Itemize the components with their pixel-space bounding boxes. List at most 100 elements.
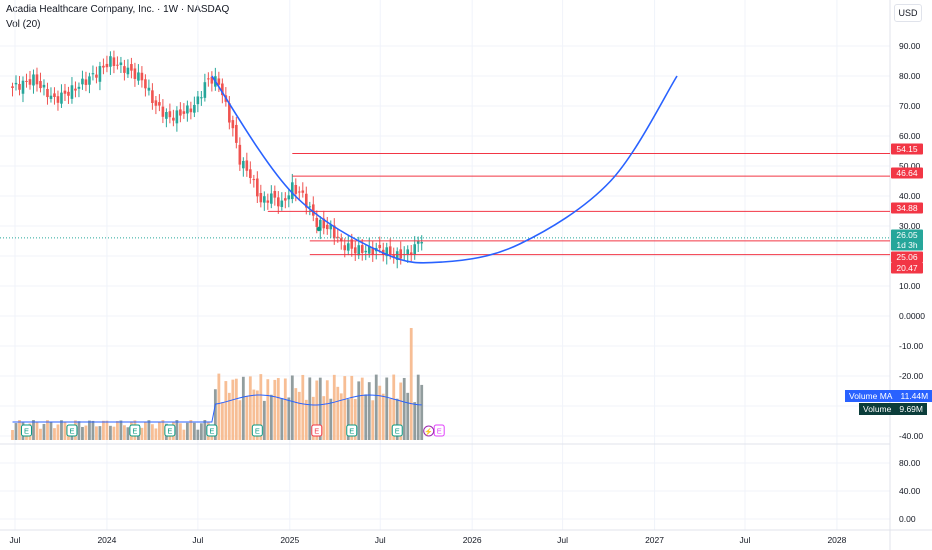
volume-bar xyxy=(364,394,368,440)
candle-body xyxy=(364,250,368,253)
candle-body xyxy=(63,90,67,94)
volume-ma-tag: Volume MA 11.44M xyxy=(845,390,932,402)
earnings-badge-label: E xyxy=(209,427,214,436)
split-marker xyxy=(316,226,321,232)
candle-body xyxy=(284,198,287,201)
time-tick-label: Jul xyxy=(557,535,568,545)
earnings-badge xyxy=(311,424,323,437)
candle-body xyxy=(133,68,137,79)
candle-body xyxy=(332,225,336,239)
candle-body xyxy=(21,80,25,94)
volume-ma-label: Volume MA xyxy=(845,390,897,402)
candle-body xyxy=(277,197,280,207)
volume-bar xyxy=(262,400,266,440)
candle-body xyxy=(203,82,207,98)
grid xyxy=(0,0,890,530)
volume-bar xyxy=(213,389,217,440)
candle-body xyxy=(200,97,203,99)
candle-body xyxy=(287,195,291,200)
candle-body xyxy=(161,106,165,117)
candle-body xyxy=(252,179,256,181)
time-tick-label: 2028 xyxy=(827,535,846,545)
candle-body xyxy=(112,57,116,66)
candle-body xyxy=(172,117,175,121)
price-tick-label: 40.00 xyxy=(899,191,921,201)
price-label: 26.05 xyxy=(896,230,918,240)
volume-bar xyxy=(35,422,39,440)
volume-bar xyxy=(416,374,420,440)
earnings-badge-label: E xyxy=(395,427,400,436)
candle-body xyxy=(67,91,70,96)
volume-bar xyxy=(287,397,291,440)
candle-body xyxy=(294,184,298,194)
earnings-badge xyxy=(251,424,263,437)
lightning-icon xyxy=(423,425,435,437)
volume-legend: Vol (20) xyxy=(6,19,41,30)
price-tick-label: 50.00 xyxy=(899,161,921,171)
price-label-box xyxy=(891,229,923,241)
earnings-badge-label: E xyxy=(24,427,29,436)
volume-bar xyxy=(109,425,112,440)
candle-body xyxy=(270,193,273,204)
cup-curve xyxy=(211,75,678,264)
candle-body xyxy=(301,190,305,193)
volume-bar xyxy=(81,426,84,440)
candle-body xyxy=(91,73,95,75)
price-tick-label: 70.00 xyxy=(899,101,921,111)
volume-bar xyxy=(420,384,424,440)
currency-button[interactable]: USD xyxy=(894,4,922,22)
earnings-badge-label: E xyxy=(314,427,319,436)
candle-body xyxy=(395,251,399,260)
earnings-badge-label: E xyxy=(132,427,137,436)
candle-body xyxy=(56,96,60,103)
volume-bar xyxy=(294,388,298,440)
earnings-badge xyxy=(346,424,358,437)
volume-bar xyxy=(339,393,343,440)
candle-body xyxy=(318,219,322,231)
volume-bar xyxy=(63,421,67,440)
volume-bar xyxy=(269,394,273,440)
candle-body xyxy=(140,72,144,81)
price-tick-label: -20.00 xyxy=(899,371,923,381)
earnings-badge xyxy=(391,424,403,437)
volume-ma-value: 11.44M xyxy=(896,390,932,402)
volume-label: Volume xyxy=(859,403,896,415)
candle-body xyxy=(228,103,231,123)
volume-bar xyxy=(144,421,147,440)
volume-bar xyxy=(329,398,333,440)
candle-body xyxy=(49,95,53,99)
price-label-box xyxy=(891,262,923,274)
volume-bar xyxy=(224,381,228,440)
candle-body xyxy=(168,111,172,118)
candle-body xyxy=(70,85,74,99)
volume-bar xyxy=(238,400,242,440)
candle-body xyxy=(189,108,193,113)
volume-bar xyxy=(189,420,193,440)
volume-bar xyxy=(234,378,238,440)
candle-body xyxy=(60,92,63,104)
volume-bar xyxy=(182,429,186,440)
candle-body xyxy=(339,238,343,242)
lightning-icon-glyph: ⚡ xyxy=(424,427,433,436)
price-label-box xyxy=(891,239,923,251)
candle-body xyxy=(256,178,259,197)
volume-bar xyxy=(161,420,165,440)
volume-bar xyxy=(378,385,382,440)
volume-bar xyxy=(157,422,161,440)
volume-bar xyxy=(406,392,410,440)
volume-ma-line xyxy=(12,394,422,423)
volume-bar xyxy=(392,374,396,440)
candle-body xyxy=(126,67,130,75)
volume-bar xyxy=(332,374,336,440)
candle-body xyxy=(32,74,35,86)
volume-bar xyxy=(140,427,144,440)
volume-bar xyxy=(88,420,91,440)
candle-body xyxy=(42,84,46,88)
time-tick-label: Jul xyxy=(375,535,386,545)
price-label-box xyxy=(891,202,923,214)
candle-body xyxy=(322,218,326,229)
candle-body xyxy=(308,206,312,208)
candle-body xyxy=(420,242,424,244)
earnings-badge xyxy=(206,424,218,437)
